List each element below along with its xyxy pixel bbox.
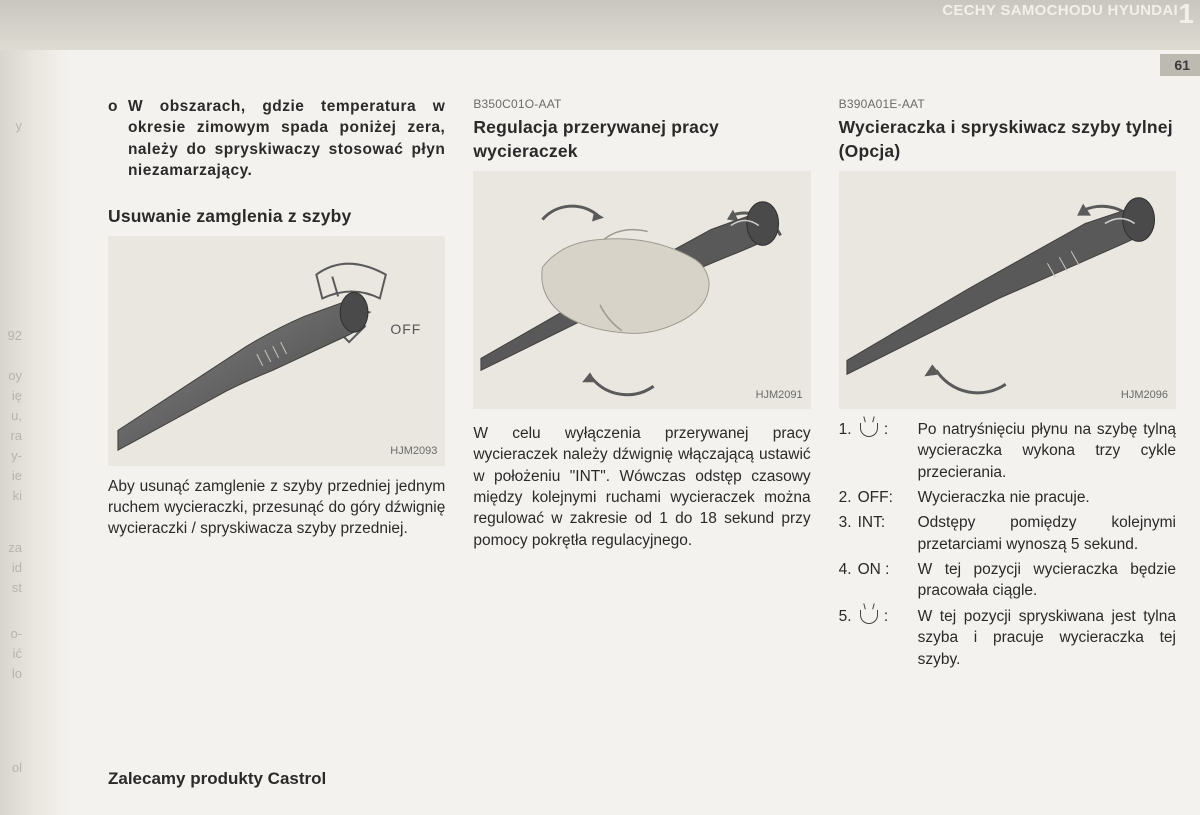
rear-window-spray-icon: :: [858, 606, 912, 627]
stalk-off-illustration: [108, 236, 445, 466]
edge-fragment: oy: [2, 368, 22, 383]
footer-castrol: Zalecamy produkty Castrol: [108, 769, 326, 789]
figure-defog: OFF HJM2093: [108, 236, 445, 466]
edge-fragment: o-: [2, 626, 22, 641]
column-3: B390A01E-AAT Wycieraczka i spryskiwacz s…: [839, 96, 1176, 674]
mode-item: 3. INT: Odstępy pomiędzy kolejnymi przetar…: [839, 512, 1176, 555]
mode-number: 2.: [839, 487, 852, 508]
off-label: OFF: [390, 320, 421, 339]
mode-label: ON :: [858, 559, 912, 580]
mode-description: Odstępy pomiędzy kolejnymi przetarciami …: [918, 512, 1176, 555]
edge-fragment: ię: [2, 388, 22, 403]
chapter-number: 1: [1178, 0, 1194, 30]
edge-fragment: u,: [2, 408, 22, 423]
header-title: CECHY SAMOCHODU HYUNDAI: [942, 2, 1178, 19]
edge-fragment: ie: [2, 468, 22, 483]
mode-item: 5. : W tej pozycji spryskiwana jest tylna…: [839, 606, 1176, 670]
mode-number: 1.: [839, 419, 852, 440]
rear-wiper-title: Wycieraczka i spryskiwacz szyby tylnej (…: [839, 115, 1176, 163]
section-code-2: B350C01O-AAT: [473, 96, 810, 113]
figure-caption: HJM2093: [390, 444, 437, 459]
edge-fragment: id: [2, 560, 22, 575]
mode-description: Po natryśnięciu płynu na szybę tylną wyc…: [918, 419, 1176, 483]
edge-fragment: y-: [2, 448, 22, 463]
edge-fragment: 92: [2, 328, 22, 343]
edge-fragment: st: [2, 580, 22, 595]
page-number: 61: [1160, 54, 1200, 76]
edge-fragment: y: [2, 118, 22, 133]
edge-fragment: ra: [2, 428, 22, 443]
rear-window-icon: [860, 610, 878, 624]
intermittent-body: W celu wyłączenia przerywanej pracy wyci…: [473, 423, 810, 551]
mode-label: OFF:: [858, 487, 912, 508]
mode-description: Wycieraczka nie pracuje.: [918, 487, 1176, 508]
edge-fragment: ki: [2, 488, 22, 503]
mode-number: 5.: [839, 606, 852, 627]
edge-fragment: za: [2, 540, 22, 555]
mode-description: W tej pozycji wycieraczka będzie pracowa…: [918, 559, 1176, 602]
antifreeze-note: o W obszarach, gdzie temperatura w okres…: [108, 96, 445, 182]
mode-number: 3.: [839, 512, 852, 533]
mode-item: 2. OFF: Wycieraczka nie pracuje.: [839, 487, 1176, 508]
column-1: o W obszarach, gdzie temperatura w okres…: [108, 96, 445, 674]
defog-title: Usuwanie zamglenia z szyby: [108, 204, 445, 228]
mode-number: 4.: [839, 559, 852, 580]
figure-caption: HJM2091: [756, 388, 803, 403]
rear-stalk-illustration: [839, 171, 1176, 409]
mode-label: INT:: [858, 512, 912, 533]
header-bar: CECHY SAMOCHODU HYUNDAI 1: [0, 0, 1200, 50]
figure-caption: HJM2096: [1121, 388, 1168, 403]
bullet-marker: o: [108, 96, 118, 182]
rear-window-spray-icon: :: [858, 419, 912, 440]
edge-fragment: ol: [2, 760, 22, 775]
mode-item: 1. : Po natryśnięciu płynu na szybę tylną…: [839, 419, 1176, 483]
stalk-hand-illustration: [473, 171, 810, 409]
figure-intermittent: HJM2091: [473, 171, 810, 409]
intermittent-title: Regulacja przerywanej pracy wycieraczek: [473, 115, 810, 163]
rear-window-icon: [860, 423, 878, 437]
mode-item: 4. ON : W tej pozycji wycieraczka będzie p…: [839, 559, 1176, 602]
defog-body: Aby usunąć zamglenie z szyby przedniej j…: [108, 476, 445, 540]
mode-description: W tej pozycji spryskiwana jest tylna szy…: [918, 606, 1176, 670]
figure-rear-wiper: HJM2096: [839, 171, 1176, 409]
section-code-3: B390A01E-AAT: [839, 96, 1176, 113]
edge-fragment: ić: [2, 646, 22, 661]
edge-fragment: lo: [2, 666, 22, 681]
mode-list: 1. : Po natryśnięciu płynu na szybę tylną…: [839, 419, 1176, 670]
antifreeze-text: W obszarach, gdzie temperatura w okresie…: [128, 96, 445, 182]
column-2: B350C01O-AAT Regulacja przerywanej pracy…: [473, 96, 810, 674]
